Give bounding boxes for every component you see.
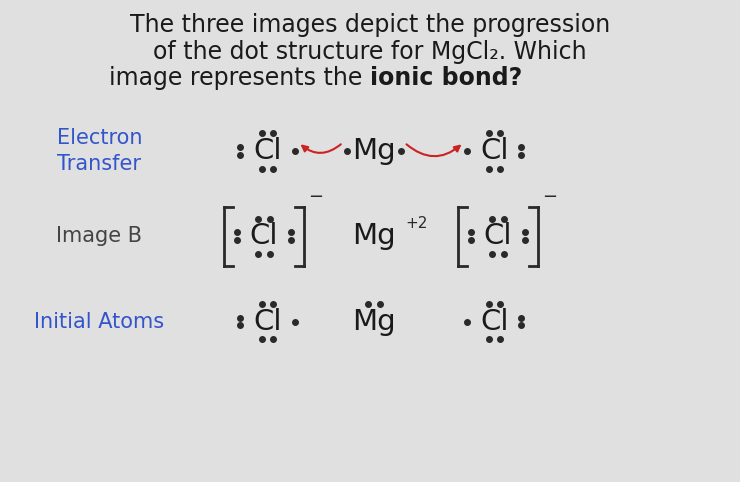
Text: Image B: Image B: [56, 226, 142, 246]
Text: Cl: Cl: [253, 137, 282, 165]
Text: Electron
Transfer: Electron Transfer: [56, 128, 142, 174]
Text: −: −: [308, 188, 323, 206]
Text: image represents the: image represents the: [109, 66, 370, 90]
Text: Initial Atoms: Initial Atoms: [34, 311, 164, 332]
Text: Mg: Mg: [352, 308, 395, 335]
Text: of the dot structure for MgCl₂. Which: of the dot structure for MgCl₂. Which: [153, 40, 587, 64]
Text: Cl: Cl: [480, 137, 508, 165]
Text: Cl: Cl: [249, 222, 278, 250]
Text: Cl: Cl: [480, 308, 508, 335]
Text: The three images depict the progression: The three images depict the progression: [130, 13, 610, 38]
Text: Cl: Cl: [484, 222, 512, 250]
Text: Mg: Mg: [352, 137, 395, 165]
Text: ionic bond?: ionic bond?: [370, 66, 522, 90]
Text: Cl: Cl: [253, 308, 282, 335]
Text: Mg: Mg: [352, 222, 395, 250]
Text: −: −: [542, 188, 557, 206]
Text: +2: +2: [406, 215, 428, 230]
